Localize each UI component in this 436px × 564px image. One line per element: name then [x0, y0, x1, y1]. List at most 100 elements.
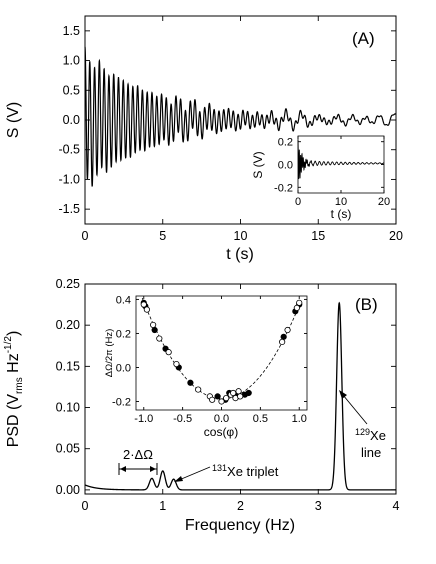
- scatter-point-open: [237, 393, 244, 400]
- scatter-point-open: [195, 386, 202, 393]
- panel-b-inset-x-tick-label: -0.5: [173, 413, 192, 425]
- panel-a-inset-bg: [298, 136, 384, 193]
- scatter-point-open: [173, 360, 180, 368]
- panel-b-x-ticks: 0 1 2 3 4: [82, 284, 400, 513]
- panel-b-y-tick-label: 0.20: [56, 318, 80, 332]
- scatter-point-filled: [280, 333, 287, 340]
- xe129-label-sup: 129: [355, 427, 370, 437]
- panel-a-inset-y-tick-label: 0.0: [278, 160, 293, 172]
- panel-b-y-ticks: 0.00 0.05 0.10 0.15 0.20 0.25: [56, 277, 396, 497]
- scatter-point-open: [223, 394, 230, 402]
- panel-b-x-tick-label: 4: [393, 499, 400, 513]
- xe129-label-text: Xe: [370, 428, 386, 443]
- panel-b-y-label-main: PSD (V: [5, 394, 22, 448]
- panel-b-label: (B): [355, 295, 378, 314]
- panel-a-y-tick-label: 1.5: [63, 24, 80, 38]
- scatter-point-open: [218, 398, 225, 405]
- panel-b-inset-y-tick-label: 0.2: [116, 328, 131, 340]
- panel-b-inset-y-tick-label: 0.0: [116, 362, 131, 374]
- panel-b-inset-x-tick-label: 0.0: [214, 413, 229, 425]
- panel-b-inset-y-tick-label: 0.4: [116, 294, 131, 306]
- panel-a-x-tick-label: 10: [234, 229, 248, 243]
- panel-b-y-label-end: ): [5, 331, 22, 336]
- scatter-point-open: [140, 301, 147, 308]
- scatter-point-filled: [245, 389, 252, 397]
- panel-a-inset-x-tick-label: 20: [378, 196, 390, 208]
- scatter-point-open: [150, 321, 157, 329]
- panel-a-inset-x-tick-label: 0: [295, 196, 301, 208]
- panel-a-inset-x-tick-label: 10: [335, 196, 347, 208]
- xe129-arrow-line: [342, 394, 368, 425]
- panel-a-inset-x-label: t (s): [331, 207, 352, 221]
- xe131-label: 131Xe triplet: [212, 463, 279, 479]
- xe131-label-text: Xe triplet: [227, 464, 279, 479]
- panel-b: 0.00 0.05 0.10 0.15 0.20 0.25 0 1 2 3 4 Frequency…: [3, 277, 400, 534]
- panel-b-inset-x-tick-label: -1.0: [134, 413, 153, 425]
- panel-b-x-tick-label: 2: [237, 499, 244, 513]
- panel-b-y-tick-label: 0.00: [56, 483, 80, 497]
- panel-a-x-tick-label: 0: [82, 229, 89, 243]
- panel-a-y-ticks: -1.5 -1.0 -0.5 0.0 0.5 1.0 1.5: [58, 24, 396, 216]
- panel-b-inset-y-tick-label: -0.2: [112, 396, 131, 408]
- panel-a: -1.5-1.0-0.50.00.51.01.5 0 5 10 15 20 t (s) …: [5, 15, 403, 263]
- scatter-point-filled: [151, 326, 158, 334]
- xe131-label-sup: 131: [212, 463, 227, 473]
- xe129-label-line2: line: [361, 445, 381, 460]
- scatter-point-filled: [214, 393, 221, 400]
- panel-b-y-label: PSD (Vrms Hz-1/2): [3, 331, 25, 448]
- panel-a-inset-y-tick-label: -0.2: [274, 182, 293, 194]
- panel-b-y-tick-label: 0.25: [56, 277, 80, 291]
- panel-a-inset-y-tick-label: 0.2: [278, 137, 293, 149]
- panel-a-x-tick-label: 5: [159, 229, 166, 243]
- delta-omega-arrow-right: [150, 466, 156, 472]
- panel-a-y-tick-label: -1.5: [58, 202, 80, 216]
- scatter-point-open: [296, 299, 303, 306]
- panel-a-y-label: S (V): [5, 102, 22, 138]
- panel-b-inset-x-ticks: -1.0 -0.5 0.0 0.5 1.0: [134, 296, 307, 425]
- panel-a-inset-signal-line: [297, 139, 385, 180]
- xe129-label: 129Xe: [355, 427, 386, 443]
- panel-b-inset-points: [140, 299, 303, 405]
- panel-a-inset-y-label: S (V): [251, 151, 265, 178]
- scatter-point-open: [293, 304, 300, 312]
- panel-b-inset: -0.2 0.0 0.2 0.4 -1.0 -0.5 0.0 0.5 1.0 cos(φ) Δ…: [104, 294, 308, 439]
- panel-b-x-label: Frequency (Hz): [185, 517, 295, 534]
- panel-a-y-tick-label: 1.0: [63, 54, 80, 68]
- panel-b-y-label-sup: -1/2: [3, 336, 14, 354]
- panel-a-label: (A): [352, 29, 375, 48]
- panel-b-x-tick-label: 0: [82, 499, 89, 513]
- scatter-point-open: [143, 306, 150, 313]
- panel-a-y-tick-label: -1.0: [58, 172, 80, 186]
- panel-a-y-tick-label: -0.5: [58, 143, 80, 157]
- scatter-point-filled: [187, 379, 194, 386]
- delta-omega-arrow-left: [120, 466, 126, 472]
- panel-b-y-label-mid: Hz: [5, 353, 22, 377]
- panel-b-inset-y-label: ΔΩ/2π (Hz): [104, 329, 115, 378]
- panel-b-y-label-sub: rms: [14, 377, 25, 394]
- panel-b-y-tick-label: 0.15: [56, 359, 80, 373]
- scatter-point-open: [279, 338, 286, 346]
- panel-a-x-label: t (s): [226, 246, 254, 263]
- panel-b-x-tick-label: 3: [315, 499, 322, 513]
- scatter-point-open: [284, 326, 291, 334]
- panel-a-inset-x-ticks: 0 10 20: [295, 136, 390, 208]
- xe131-arrow-line: [178, 466, 211, 481]
- panel-b-y-tick-label: 0.10: [56, 401, 80, 415]
- xe129-arrow-head: [339, 390, 347, 399]
- scatter-point-open: [209, 396, 216, 403]
- panel-b-annotations: 2·ΔΩ 131Xe triplet 129Xe line: [118, 390, 386, 482]
- xe131-arrow-head: [174, 476, 183, 482]
- panel-a-x-ticks: 0 5 10 15 20: [82, 16, 403, 243]
- panel-a-signal: [84, 46, 397, 187]
- panel-a-y-tick-label: 0.0: [63, 113, 80, 127]
- panel-a-x-tick-label: 20: [389, 229, 403, 243]
- panel-a-inset: -0.2 0.0 0.2 0 10 20 t (s) S (V): [251, 135, 390, 221]
- panel-a-x-tick-label: 15: [311, 229, 325, 243]
- scatter-point-open: [235, 388, 242, 395]
- panel-a-signal-line: [84, 46, 397, 187]
- panel-b-inset-bg: [136, 296, 307, 410]
- panel-b-inset-y-ticks: -0.2 0.0 0.2 0.4: [112, 294, 307, 408]
- panel-b-inset-x-label: cos(φ): [204, 425, 238, 439]
- scatter-point-open: [156, 335, 163, 342]
